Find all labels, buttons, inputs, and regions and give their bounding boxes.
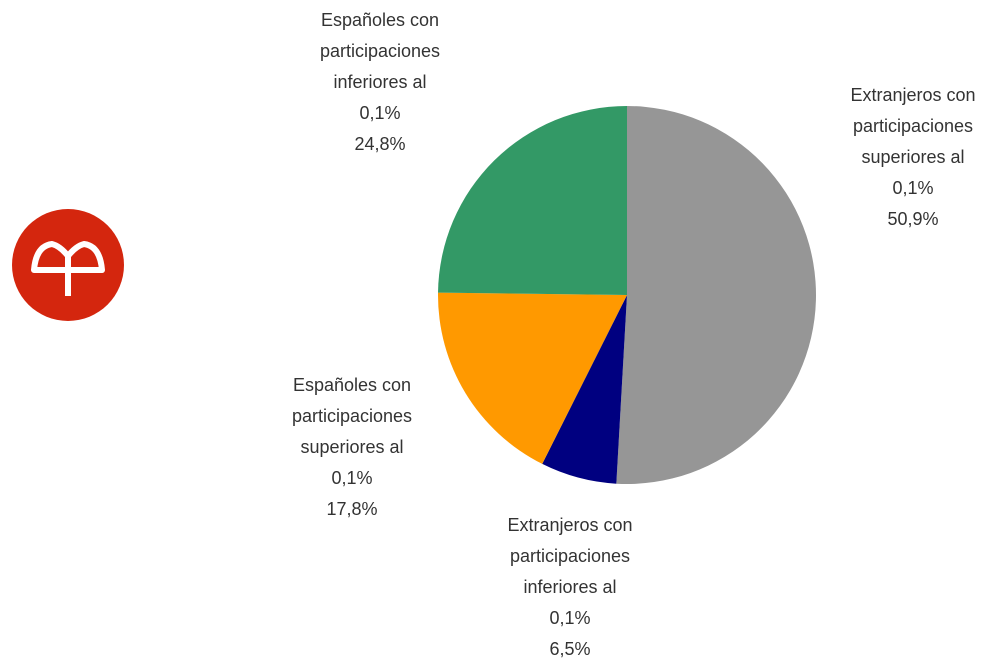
logo — [12, 209, 124, 321]
value-label: 17,8% — [326, 499, 378, 519]
category: Extranjeros con participaciones superior… — [850, 85, 976, 198]
pie-slice — [616, 106, 816, 484]
slice-label: Extranjeros con participaciones superior… — [845, 80, 981, 235]
slice-label: Españoles con participaciones superiores… — [284, 370, 420, 525]
pie-slice — [542, 295, 627, 484]
pie-slice — [438, 106, 627, 295]
category: Extranjeros con participaciones inferior… — [507, 515, 633, 628]
value-label: 50,9% — [887, 209, 939, 229]
value-label: 6,5% — [549, 639, 591, 659]
category: Españoles con participaciones superiores… — [291, 375, 413, 488]
category: Españoles con participaciones inferiores… — [319, 10, 441, 123]
value-label: 24,8% — [354, 134, 406, 154]
pie-slice — [438, 292, 627, 464]
slice-label: Españoles con participaciones inferiores… — [312, 5, 448, 160]
slice-label: Extranjeros con participaciones inferior… — [502, 510, 638, 665]
